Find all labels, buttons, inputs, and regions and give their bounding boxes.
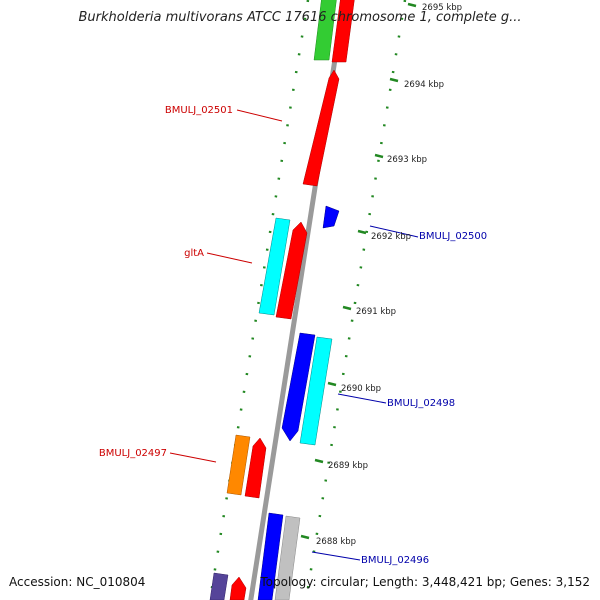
tick-mark xyxy=(327,381,337,387)
callout-line-BMULJ_02500 xyxy=(369,225,419,238)
callout-line-BMULJ_02501 xyxy=(236,109,283,122)
callout-line-gltA xyxy=(206,252,253,264)
gene-gltA-cyan[interactable] xyxy=(258,217,291,316)
map-title: Burkholderia multivorans ATCC 17616 chro… xyxy=(78,10,522,25)
gene-slate-bottom[interactable] xyxy=(209,572,229,600)
gene-green-top[interactable] xyxy=(313,0,337,61)
tick-label: 2695 kbp xyxy=(422,3,462,13)
callout-line-BMULJ_02496 xyxy=(311,551,361,561)
gene-label-BMULJ_02501[interactable]: BMULJ_02501 xyxy=(165,105,233,116)
gene-label-BMULJ_02500[interactable]: BMULJ_02500 xyxy=(419,231,487,242)
accession-label: Accession: NC_010804 xyxy=(9,575,146,589)
tick-label: 2688 kbp xyxy=(316,537,356,547)
callout-line-BMULJ_02497 xyxy=(169,452,217,463)
gene-label-BMULJ_02496[interactable]: BMULJ_02496 xyxy=(361,555,429,566)
tick-mark xyxy=(314,458,324,464)
tick-mark xyxy=(342,305,352,311)
gene-gltA[interactable] xyxy=(275,221,308,320)
tick-mark xyxy=(374,153,384,159)
tick-label: 2693 kbp xyxy=(387,155,427,165)
topology-summary: Topology: circular; Length: 3,448,421 bp… xyxy=(260,575,590,589)
track-guide-right xyxy=(304,0,407,600)
tick-mark xyxy=(300,534,310,540)
tick-label: 2689 kbp xyxy=(328,461,368,471)
gene-label-gltA[interactable]: gltA xyxy=(184,248,204,259)
gene-blue-mid[interactable] xyxy=(281,332,316,442)
tick-mark xyxy=(389,77,399,83)
tick-label: 2690 kbp xyxy=(341,384,381,394)
tick-mark xyxy=(407,2,417,8)
tick-label: 2691 kbp xyxy=(356,307,396,317)
gene-red-bottom[interactable] xyxy=(229,576,247,600)
gene-BMULJ_02497[interactable] xyxy=(244,437,267,499)
gene-BMULJ_02496[interactable] xyxy=(274,515,301,600)
gene-label-BMULJ_02498[interactable]: BMULJ_02498 xyxy=(387,398,455,409)
gene-BMULJ_02500[interactable] xyxy=(322,205,340,229)
gene-BMULJ_02501[interactable] xyxy=(302,69,340,187)
gene-red-top[interactable] xyxy=(331,0,355,63)
callout-line-BMULJ_02498 xyxy=(337,393,387,404)
tick-mark xyxy=(357,229,367,235)
gene-blue-lower[interactable] xyxy=(257,512,284,600)
gene-BMULJ_02498[interactable] xyxy=(299,336,333,446)
tick-label: 2692 kbp xyxy=(371,232,411,242)
gene-label-BMULJ_02497[interactable]: BMULJ_02497 xyxy=(99,448,167,459)
gene-BMULJ_02497-orange[interactable] xyxy=(226,434,251,496)
tick-label: 2694 kbp xyxy=(404,80,444,90)
